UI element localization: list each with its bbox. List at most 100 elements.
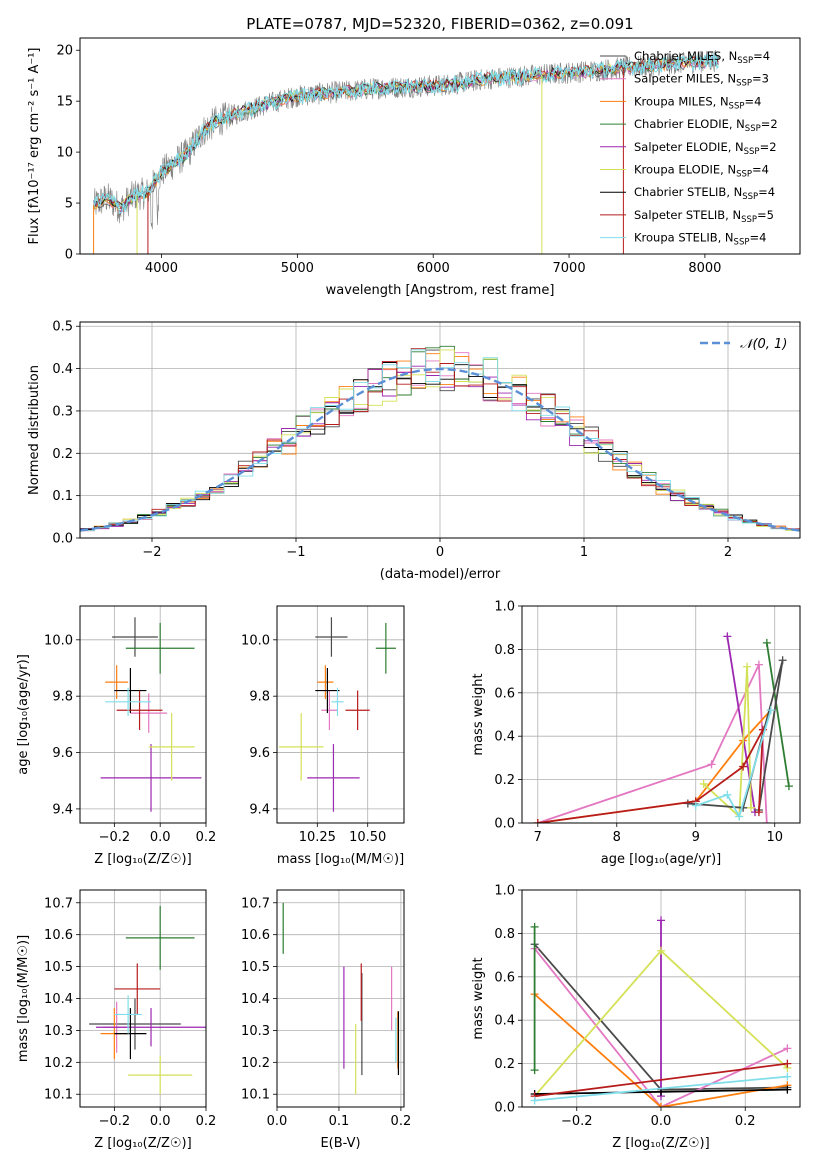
weight-marker bbox=[707, 760, 716, 769]
y-tick-label: 10.1 bbox=[44, 1088, 73, 1103]
x-axis-label: mass [log₁₀(M/M☉)] bbox=[277, 852, 404, 867]
x-tick-label: 5000 bbox=[281, 261, 314, 276]
legend-label-value: =4 bbox=[752, 163, 769, 177]
x-tick-label: 0.0 bbox=[150, 1114, 171, 1129]
legend-label: Kroupa MILES, NSSP=4 bbox=[634, 94, 761, 111]
x-tick-label: 0.2 bbox=[196, 1114, 217, 1129]
y-tick-label: 10.7 bbox=[44, 896, 73, 911]
legend-label-subscript: SSP bbox=[742, 192, 758, 202]
weight-marker bbox=[783, 1044, 792, 1053]
weight-marker bbox=[762, 638, 771, 647]
x-axis-label: wavelength [Angstrom, rest frame] bbox=[326, 283, 555, 298]
axes-frame bbox=[79, 37, 801, 255]
x-axis-label: Z [log₁₀(Z/Z☉)] bbox=[94, 852, 191, 867]
x-axis-label: (data-model)/error bbox=[380, 567, 501, 582]
x-tick-label: −0.2 bbox=[99, 830, 131, 845]
y-tick-label: 0.4 bbox=[494, 1014, 515, 1029]
weight-line bbox=[537, 664, 768, 823]
legend-label-value: =4 bbox=[749, 231, 766, 245]
y-axis-label: Normed distribution bbox=[27, 365, 42, 495]
plot-area bbox=[279, 617, 396, 812]
y-tick-label: 10.0 bbox=[241, 633, 270, 648]
legend-label-subscript: SSP bbox=[734, 238, 750, 248]
y-tick-label: 9.8 bbox=[249, 690, 270, 705]
y-tick-label: 9.4 bbox=[249, 802, 270, 817]
panel-z-age: −0.2 0.0 0.2 9.4 9.6 9.8 10.0 Z [log₁₀(Z/Z☉)] ag… bbox=[16, 605, 217, 867]
y-tick-label: 0.1 bbox=[52, 489, 73, 504]
weight-marker bbox=[657, 946, 665, 955]
x-tick-label: 0.2 bbox=[735, 1114, 756, 1129]
spectrum-model-line bbox=[93, 52, 719, 208]
x-tick-label: 0.0 bbox=[267, 1114, 288, 1129]
x-tick-label: −0.2 bbox=[99, 1114, 131, 1129]
legend-label-name: Kroupa STELIB, N bbox=[634, 231, 734, 245]
legend-label-name: Salpeter MILES, N bbox=[634, 72, 736, 86]
y-tick-label: 0.4 bbox=[52, 362, 73, 377]
panel-age-weight: 7 8 9 10 0.0 0.2 0.4 0.6 0.8 1.0 age [log₁₀(age/yr… bbox=[471, 600, 801, 867]
y-tick-label: 10.0 bbox=[44, 633, 73, 648]
plot-area bbox=[100, 617, 202, 812]
y-axis-label: age [log₁₀(age/yr)] bbox=[16, 654, 31, 775]
legend-label: Chabrier STELIB, NSSP=4 bbox=[634, 185, 775, 202]
x-tick-label: 8000 bbox=[688, 261, 721, 276]
x-tick-label: 1 bbox=[580, 545, 588, 560]
y-tick-label: 10.3 bbox=[44, 1024, 73, 1039]
y-tick-label: 0.5 bbox=[52, 320, 73, 335]
weight-marker bbox=[743, 662, 752, 671]
legend-label-name: Chabrier STELIB, N bbox=[634, 185, 742, 199]
y-tick-label: 0.0 bbox=[494, 817, 515, 832]
legend-label-subscript: SSP bbox=[737, 56, 753, 66]
y-axis-label: mass weight bbox=[471, 673, 486, 755]
x-tick-label: 4000 bbox=[145, 261, 178, 276]
x-tick-label: 0 bbox=[436, 545, 444, 560]
y-tick-label: 1.0 bbox=[494, 600, 515, 615]
x-tick-label: −2 bbox=[142, 545, 161, 560]
y-tick-label: 0.0 bbox=[494, 1101, 515, 1116]
x-tick-label: 8 bbox=[613, 830, 621, 845]
y-tick-label: 10.2 bbox=[241, 1056, 270, 1071]
x-axis-label: Z [log₁₀(Z/Z☉)] bbox=[94, 1136, 191, 1151]
legend-label-value: =2 bbox=[760, 140, 777, 154]
y-tick-label: 10.5 bbox=[44, 960, 73, 975]
y-tick-label: 15 bbox=[56, 95, 73, 110]
weight-marker bbox=[778, 656, 787, 665]
y-tick-label: 10.2 bbox=[44, 1056, 73, 1071]
weight-marker bbox=[691, 801, 700, 810]
y-tick-label: 1.0 bbox=[494, 884, 515, 899]
legend-label-value: =3 bbox=[752, 72, 769, 86]
weight-marker bbox=[754, 808, 763, 817]
weight-line bbox=[537, 709, 772, 823]
axes-frame bbox=[79, 605, 207, 824]
x-tick-label: 2 bbox=[724, 545, 732, 560]
plot-area bbox=[93, 49, 719, 254]
y-tick-label: 0.0 bbox=[52, 532, 73, 547]
weight-line bbox=[695, 709, 772, 819]
x-tick-label: 0.2 bbox=[391, 1114, 412, 1129]
legend-label-subscript: SSP bbox=[736, 170, 752, 180]
weight-marker bbox=[530, 1066, 539, 1075]
x-tick-label: 0.2 bbox=[196, 830, 217, 845]
chart-title: PLATE=0787, MJD=52320, FIBERID=0362, z=0… bbox=[246, 15, 633, 33]
axes-frame bbox=[276, 605, 405, 824]
y-tick-label: 10.5 bbox=[241, 960, 270, 975]
legend-label: Salpeter MILES, NSSP=3 bbox=[634, 72, 769, 89]
legend-label-value: =2 bbox=[761, 117, 778, 131]
legend-label-subscript: SSP bbox=[741, 215, 757, 225]
y-axis-label: mass weight bbox=[471, 957, 486, 1039]
weight-marker bbox=[723, 632, 732, 641]
weight-line bbox=[534, 1075, 788, 1102]
y-tick-label: 0.6 bbox=[494, 970, 515, 985]
y-tick-label: 9.8 bbox=[52, 690, 73, 705]
weight-line bbox=[702, 666, 752, 819]
weight-marker bbox=[783, 1059, 792, 1068]
y-axis-label: mass [log₁₀(M/M☉)] bbox=[16, 935, 31, 1062]
y-tick-label: 0.8 bbox=[494, 643, 515, 658]
weight-marker bbox=[754, 660, 763, 669]
weight-marker bbox=[766, 706, 775, 715]
y-tick-label: 20 bbox=[56, 44, 73, 59]
plot-area bbox=[89, 905, 206, 1095]
x-tick-label: 10.50 bbox=[349, 830, 386, 845]
weight-marker bbox=[533, 819, 542, 823]
y-tick-label: 10.7 bbox=[241, 896, 270, 911]
